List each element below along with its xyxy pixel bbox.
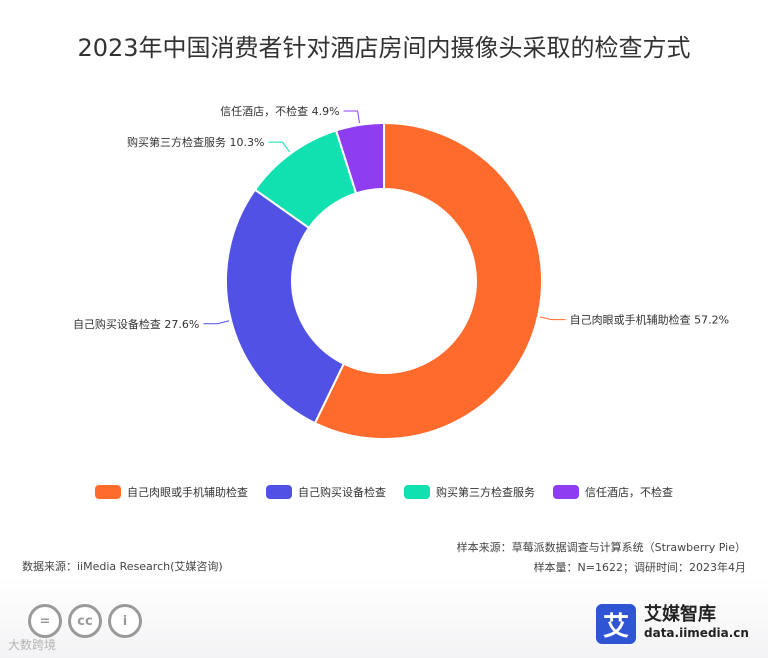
legend-swatch [95,485,121,499]
legend-item-trust-hotel[interactable]: 信任酒店，不检查 [553,484,673,500]
leader-line [203,320,230,325]
legend-label: 自己购买设备检查 [298,486,386,499]
brand-logo: 艾 [596,604,636,644]
chart-title: 2023年中国消费者针对酒店房间内摄像头采取的检查方式 [77,34,691,62]
data-label: 信任酒店，不检查 4.9% [220,104,339,118]
person-icon: i [108,604,142,638]
brand-name: 艾媒智库 [644,604,716,625]
legend-item-third-party[interactable]: 购买第三方检查服务 [404,484,535,500]
brand-url: data.iimedia.cn [644,626,749,640]
data-label: 购买第三方检查服务 10.3% [127,135,264,149]
legend-item-device-check[interactable]: 自己购买设备检查 [266,484,386,500]
donut-chart: 自己肉眼或手机辅助检查 57.2% 自己购买设备检查 27.6% 购买第三方检查服务… [73,104,729,440]
legend-item-eye-check[interactable]: 自己肉眼或手机辅助检查 [95,484,248,500]
sample-info: 样本来源：草莓派数据调查与计算系统（Strawberry Pie） 样本量：N=… [457,538,746,578]
data-source-text: 数据来源：iiMedia Research(艾媒咨询) [22,560,223,573]
slice-trust-hotel[interactable] [334,121,385,195]
cc-icon: cc [68,604,102,638]
brand[interactable]: 艾 艾媒智库 data.iimedia.cn [596,604,749,644]
slice-eye-check[interactable] [313,121,543,440]
data-label: 自己购买设备检查 27.6% [73,317,199,331]
equals-icon: = [28,604,62,638]
license-icons: = cc i [28,604,142,638]
watermark: 大数跨境 [8,638,57,652]
slice-device-check[interactable] [225,188,346,425]
sample-size-text: 样本量：N=1622；调研时间：2023年4月 [533,561,746,574]
legend-swatch [553,485,579,499]
chart-legend: 自己肉眼或手机辅助检查 自己购买设备检查 购买第三方检查服务 信任酒店，不检查 [0,484,768,500]
legend-label: 自己肉眼或手机辅助检查 [127,486,248,499]
leader-line [268,141,290,153]
legend-swatch [404,485,430,499]
leader-line [343,110,360,123]
legend-label: 购买第三方检查服务 [436,486,535,499]
legend-label: 信任酒店，不检查 [585,486,673,499]
leader-line [539,316,566,321]
sample-source-text: 样本来源：草莓派数据调查与计算系统（Strawberry Pie） [456,541,746,554]
legend-swatch [266,485,292,499]
data-label: 自己肉眼或手机辅助检查 57.2% [570,313,729,327]
